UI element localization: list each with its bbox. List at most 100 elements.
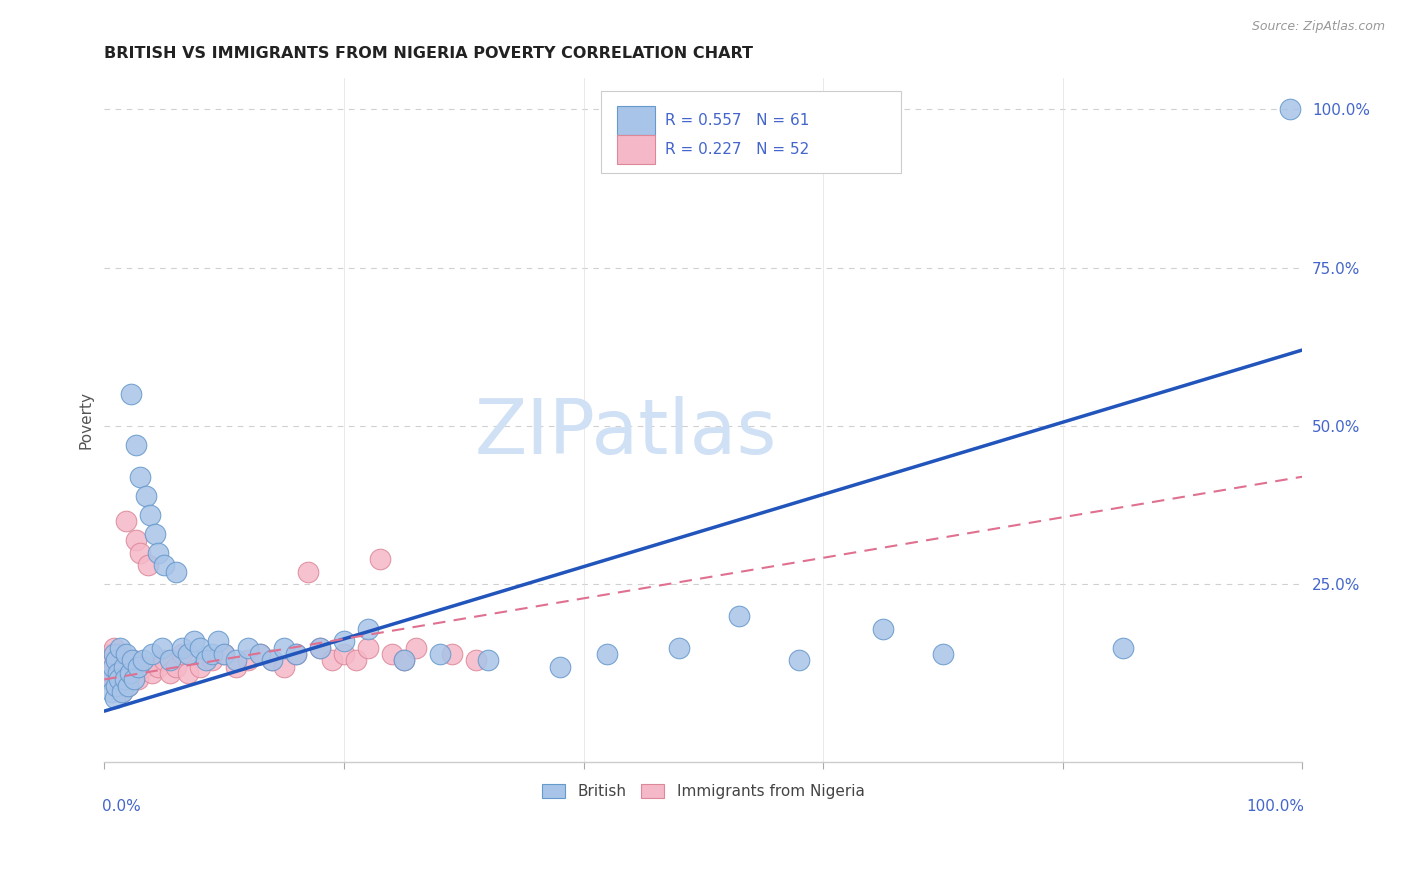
Point: [464, 653, 486, 667]
Point: [165, 565, 187, 579]
Point: [101, 653, 124, 667]
Point: [148, 546, 170, 560]
Point: [111, 685, 134, 699]
Point: [120, 387, 142, 401]
Point: [100, 685, 122, 699]
FancyBboxPatch shape: [602, 91, 901, 173]
Point: [136, 558, 159, 573]
Point: [429, 647, 451, 661]
Point: [115, 514, 138, 528]
Text: 0.0%: 0.0%: [103, 799, 141, 814]
Point: [165, 659, 187, 673]
Text: Source: ZipAtlas.com: Source: ZipAtlas.com: [1251, 20, 1385, 33]
Point: [118, 666, 141, 681]
Point: [249, 647, 271, 661]
Point: [112, 673, 135, 687]
Point: [172, 640, 194, 655]
Point: [207, 634, 229, 648]
Point: [309, 640, 332, 655]
Point: [392, 653, 415, 667]
Point: [357, 640, 380, 655]
Point: [236, 653, 259, 667]
Point: [110, 653, 132, 667]
Point: [333, 634, 356, 648]
Point: [787, 653, 810, 667]
Point: [212, 647, 235, 661]
Point: [212, 647, 235, 661]
Point: [1279, 103, 1302, 117]
Text: R = 0.557   N = 61: R = 0.557 N = 61: [665, 113, 810, 128]
Point: [115, 647, 138, 661]
Point: [872, 622, 894, 636]
Point: [177, 666, 200, 681]
Point: [273, 640, 295, 655]
Point: [333, 647, 356, 661]
Point: [107, 673, 129, 687]
Point: [127, 659, 149, 673]
Point: [392, 653, 415, 667]
Point: [104, 679, 127, 693]
Point: [225, 659, 247, 673]
Point: [111, 685, 134, 699]
Point: [932, 647, 955, 661]
Point: [440, 647, 463, 661]
Point: [114, 659, 136, 673]
Point: [477, 653, 499, 667]
Point: [159, 666, 181, 681]
Point: [225, 653, 247, 667]
Point: [101, 659, 124, 673]
Point: [121, 653, 143, 667]
Point: [107, 647, 129, 661]
Point: [596, 647, 619, 661]
Point: [100, 666, 122, 681]
Point: [172, 647, 194, 661]
Legend: British, Immigrants from Nigeria: British, Immigrants from Nigeria: [536, 778, 870, 805]
Point: [309, 640, 332, 655]
Point: [188, 659, 211, 673]
Point: [728, 609, 751, 624]
Point: [105, 679, 128, 693]
Point: [108, 640, 131, 655]
Point: [103, 640, 125, 655]
Bar: [617, 106, 655, 135]
Point: [132, 653, 155, 667]
Text: 100.0%: 100.0%: [1247, 799, 1305, 814]
Point: [188, 640, 211, 655]
Point: [150, 640, 173, 655]
Point: [201, 647, 224, 661]
Point: [122, 653, 145, 667]
Point: [153, 558, 176, 573]
Point: [183, 634, 205, 648]
Point: [262, 653, 284, 667]
Text: ZIPatlas: ZIPatlas: [474, 396, 776, 470]
Point: [103, 647, 125, 661]
Point: [104, 691, 127, 706]
Point: [321, 653, 343, 667]
Point: [98, 659, 121, 673]
Point: [159, 653, 181, 667]
Bar: [617, 135, 655, 164]
Point: [124, 673, 146, 687]
Point: [139, 508, 162, 522]
Point: [668, 640, 690, 655]
Point: [132, 659, 155, 673]
Point: [381, 647, 404, 661]
Point: [368, 552, 391, 566]
Point: [114, 673, 136, 687]
Point: [117, 679, 139, 693]
Point: [285, 647, 308, 661]
Point: [148, 659, 170, 673]
Point: [285, 647, 308, 661]
Point: [98, 673, 121, 687]
Point: [129, 469, 152, 483]
Point: [297, 565, 319, 579]
Point: [124, 438, 146, 452]
Point: [548, 659, 571, 673]
Point: [112, 659, 135, 673]
Point: [120, 666, 142, 681]
Point: [135, 489, 157, 503]
Point: [129, 546, 152, 560]
Point: [236, 640, 259, 655]
Text: BRITISH VS IMMIGRANTS FROM NIGERIA POVERTY CORRELATION CHART: BRITISH VS IMMIGRANTS FROM NIGERIA POVER…: [104, 46, 754, 62]
Point: [107, 659, 129, 673]
